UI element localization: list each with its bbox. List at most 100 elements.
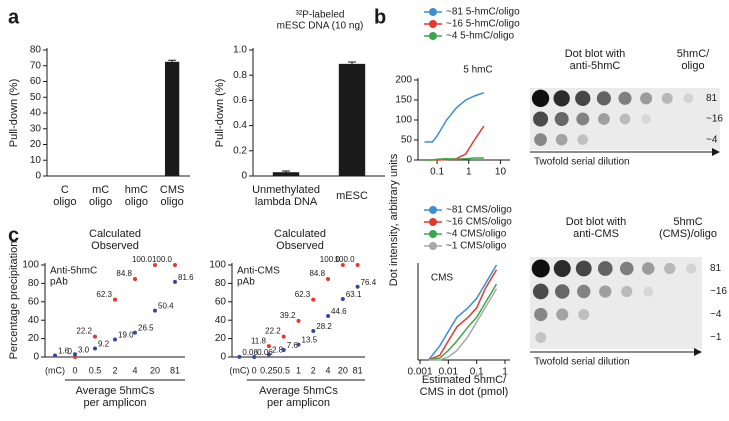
point xyxy=(153,263,157,267)
point xyxy=(355,263,360,267)
blot-dot xyxy=(577,134,589,145)
value-label: 2.8 xyxy=(272,346,284,355)
blot-dot xyxy=(531,89,550,108)
blot-dot xyxy=(555,133,568,146)
x-axis-label: Average 5hmCs per amplicon xyxy=(76,385,155,409)
point xyxy=(266,344,271,349)
blot-dot xyxy=(641,114,651,124)
error-bar xyxy=(348,61,356,67)
value-label: 13.5 xyxy=(302,336,318,345)
value-label: 28.2 xyxy=(316,322,332,331)
blot-dot xyxy=(596,91,611,106)
row-label: ~16 xyxy=(710,286,727,297)
arrow-label: Twofold serial dilution xyxy=(534,357,630,368)
blot-dot xyxy=(686,263,697,274)
value-label: 1.6 xyxy=(58,347,70,356)
y-tick-label: 200 xyxy=(395,75,412,86)
blot-dot xyxy=(618,91,632,105)
x-tick-label: 0.1 xyxy=(430,167,444,178)
blot-dot xyxy=(642,262,655,275)
blot-dot xyxy=(534,307,548,322)
row-label: ~1 xyxy=(710,332,722,343)
blot-dot xyxy=(553,260,571,277)
x-tick-label: 10 xyxy=(495,167,507,178)
blot-dot xyxy=(556,308,569,321)
point xyxy=(281,334,286,339)
point xyxy=(281,348,286,353)
x-tick-label: 0.5 xyxy=(277,365,290,375)
y-tick-label: 60 xyxy=(28,296,40,307)
value-label: 50.4 xyxy=(158,302,174,311)
blot-dot xyxy=(597,261,613,276)
column-label: 5hmC (CMS)/oligo xyxy=(659,216,717,240)
y-tick-label: 1.0 xyxy=(233,45,247,56)
y-tick-label: 0 xyxy=(35,171,41,182)
y-tick-label: 80 xyxy=(30,45,42,56)
point xyxy=(133,330,137,335)
legend-label: Calculated xyxy=(274,228,326,240)
y-tick-label: 60 xyxy=(30,76,42,87)
point xyxy=(237,354,242,359)
blot-dot xyxy=(597,113,610,125)
legend-label: ~4 CMS/oligo xyxy=(446,229,507,240)
value-label: 63.1 xyxy=(346,290,362,299)
y-axis-label: Pull-down (%) xyxy=(214,79,226,147)
error-bar xyxy=(282,170,290,174)
value-label: 44.6 xyxy=(331,307,347,316)
y-tick-label: 0 xyxy=(406,155,412,166)
x-tick-label: (mC) xyxy=(229,365,249,375)
blot-dot xyxy=(532,283,549,300)
legend-label: ~16 CMS/oligo xyxy=(446,217,512,228)
y-tick-label: 40 xyxy=(28,315,40,326)
arrow-head xyxy=(712,148,720,156)
blot-dot xyxy=(533,111,549,127)
value-label: 62.3 xyxy=(295,290,311,299)
y-tick-label: 60 xyxy=(215,296,227,307)
blot-dot xyxy=(576,112,590,126)
y-tick-label: 50 xyxy=(401,135,413,146)
legend-marker xyxy=(429,218,437,226)
point xyxy=(133,276,137,281)
x-tick-label: CMS oligo xyxy=(160,184,184,208)
legend-marker xyxy=(429,230,437,238)
blot-dot xyxy=(575,260,592,277)
y-tick-label: 70 xyxy=(30,60,42,71)
blot-dot xyxy=(554,284,570,299)
x-tick-label: 81 xyxy=(170,365,180,375)
value-label: 100.0 xyxy=(320,255,341,264)
point xyxy=(355,284,360,289)
x-tick-label: 1 xyxy=(296,365,301,375)
panel-label: b xyxy=(374,6,386,28)
blot-dot xyxy=(577,284,591,299)
blot-dot xyxy=(619,261,634,276)
legend-label: Calculated xyxy=(89,228,141,240)
blot-dot xyxy=(643,286,654,297)
y-tick-label: 0.4 xyxy=(233,120,247,131)
x-tick-label: 81 xyxy=(353,365,363,375)
x-tick-label: 20 xyxy=(338,365,348,375)
arrow-head xyxy=(694,348,702,356)
annotation: CMS xyxy=(431,273,454,284)
value-label: 9.2 xyxy=(98,340,110,349)
blot-dot xyxy=(619,113,631,125)
blot-title: Dot blot with anti-CMS xyxy=(566,216,627,240)
legend-marker xyxy=(429,206,437,214)
point xyxy=(266,352,271,357)
x-tick-label: 2 xyxy=(112,365,117,375)
legend-label: ~1 CMS/oligo xyxy=(446,241,507,252)
blot-dot xyxy=(553,90,570,107)
legend-marker xyxy=(429,20,437,28)
x-axis-label: Average 5hmCs per amplicon xyxy=(259,385,338,409)
blot-title: Dot blot with anti-5hmC xyxy=(565,48,626,72)
value-label: 39.2 xyxy=(280,311,296,320)
x-tick-label: 0.25 xyxy=(260,365,278,375)
blot-dot xyxy=(683,93,694,104)
row-label: ~4 xyxy=(706,134,718,145)
point xyxy=(311,297,316,302)
error-bar xyxy=(168,59,177,64)
line xyxy=(427,264,498,361)
row-label: ~16 xyxy=(706,114,723,125)
legend-marker xyxy=(429,8,437,16)
point xyxy=(173,263,177,267)
